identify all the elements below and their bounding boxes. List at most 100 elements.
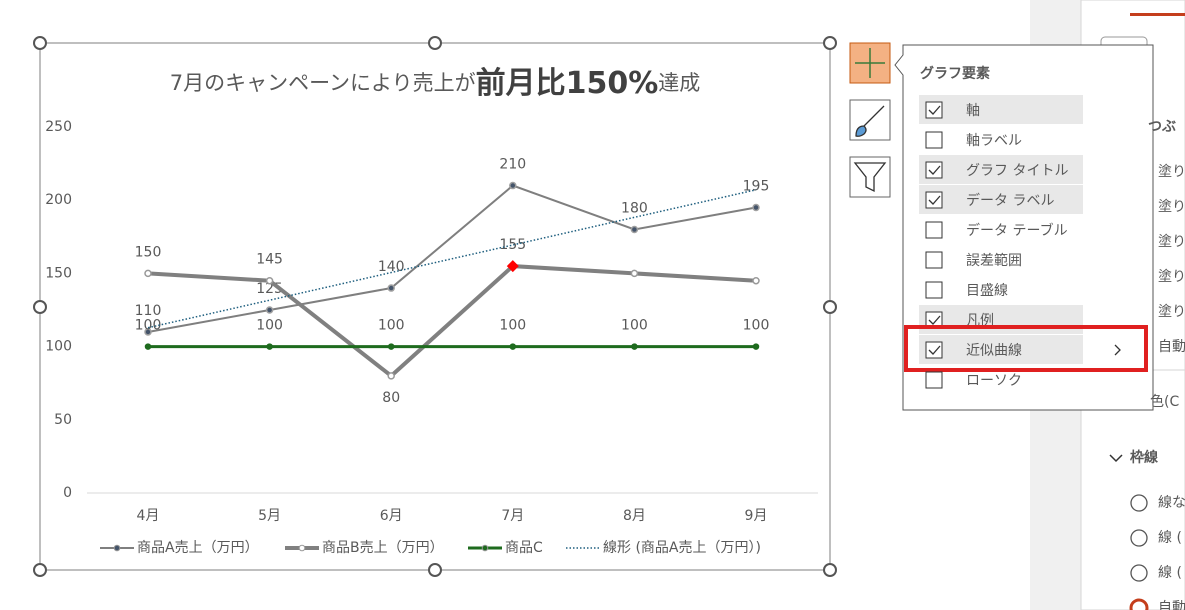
radio[interactable] — [1130, 564, 1148, 582]
resize-handle[interactable] — [33, 300, 47, 314]
y-tick-label: 100 — [45, 339, 72, 355]
radio[interactable] — [1130, 529, 1148, 547]
radio[interactable] — [1129, 598, 1149, 610]
item-highlight — [919, 155, 1083, 184]
radio[interactable] — [1130, 494, 1148, 512]
series-line — [147, 264, 757, 379]
plus-icon — [855, 48, 885, 78]
check — [928, 195, 941, 205]
legend-label[interactable]: 商品A売上（万円） — [137, 540, 259, 556]
resize-handle[interactable] — [428, 563, 442, 577]
submenu-arrow[interactable] — [1114, 344, 1121, 356]
point[interactable] — [387, 372, 395, 380]
brush-icon — [855, 105, 885, 137]
checkbox[interactable] — [925, 251, 943, 269]
y-tick-label: 0 — [63, 485, 72, 501]
point[interactable] — [144, 343, 152, 350]
data-label: 150 — [135, 244, 162, 260]
checkbox[interactable] — [925, 191, 943, 209]
resize-handle[interactable] — [33, 36, 47, 50]
data-label: 110 — [135, 303, 162, 319]
point[interactable] — [265, 276, 274, 285]
fill-heading: つぶ — [1148, 119, 1176, 135]
chart-frame[interactable] — [39, 42, 831, 571]
point[interactable] — [387, 284, 395, 292]
fill-option[interactable]: 塗り — [1158, 233, 1185, 250]
point[interactable] — [144, 328, 152, 336]
check — [928, 105, 941, 115]
data-label: 210 — [499, 157, 526, 173]
point[interactable] — [752, 203, 760, 212]
checkbox[interactable] — [925, 281, 943, 299]
data-label: 100 — [135, 318, 162, 334]
fill-option[interactable]: 塗り — [1158, 198, 1185, 215]
line-option[interactable]: 線 ( — [1158, 530, 1182, 546]
resize-handle[interactable] — [823, 300, 837, 314]
resize-handle[interactable] — [823, 36, 837, 50]
resize-handle[interactable] — [823, 563, 837, 577]
point[interactable] — [387, 343, 395, 350]
fill-option[interactable]: 自動 — [1158, 339, 1185, 355]
checkbox[interactable] — [925, 341, 943, 359]
menu-title: グラフ要素 — [920, 65, 990, 82]
title-part: 7月のキャンペーンにより売上が — [170, 71, 476, 95]
point[interactable] — [144, 269, 152, 278]
point[interactable] — [752, 343, 760, 350]
legend-label[interactable]: 線形 (商品A売上（万円）) — [603, 540, 761, 556]
data-label: 80 — [382, 390, 400, 406]
border-heading[interactable]: 枠線 — [1130, 449, 1158, 466]
checkbox[interactable] — [925, 371, 943, 389]
fill-option[interactable]: 塗り — [1158, 303, 1185, 320]
selection-box — [904, 325, 1148, 372]
point[interactable] — [631, 343, 638, 350]
menu-item[interactable]: 誤差範囲 — [966, 252, 1022, 269]
point[interactable] — [630, 269, 639, 278]
point[interactable] — [266, 343, 273, 350]
title-emphasis: 前月比150% — [476, 66, 659, 101]
menu-item[interactable]: 軸ラベル — [966, 133, 1022, 149]
trendline — [147, 189, 757, 329]
item-highlight — [919, 305, 1083, 334]
checkbox[interactable] — [925, 101, 943, 119]
line-option[interactable]: 自動 — [1158, 600, 1185, 610]
series-line — [147, 184, 757, 333]
point[interactable] — [752, 276, 760, 285]
legend-label[interactable]: 商品C — [505, 540, 543, 556]
menu-item[interactable]: 近似曲線 — [966, 343, 1022, 359]
menu-item[interactable]: データ ラベル — [966, 192, 1054, 209]
panel-tab-indicator — [1130, 13, 1185, 16]
point[interactable] — [630, 225, 639, 234]
y-tick-label: 150 — [45, 265, 72, 281]
menu-item[interactable]: 軸 — [966, 103, 980, 119]
menu-item[interactable]: データ テーブル — [966, 222, 1068, 239]
selected-point[interactable] — [506, 260, 519, 273]
point[interactable] — [509, 343, 517, 350]
line-option[interactable]: 線 ( — [1158, 565, 1182, 581]
color-label[interactable]: 色(C — [1150, 393, 1179, 410]
fill-option[interactable]: 塗り — [1158, 163, 1185, 180]
data-label: 100 — [378, 318, 405, 334]
menu-item[interactable]: 目盛線 — [966, 283, 1008, 299]
filter-button[interactable] — [849, 156, 891, 198]
chevron[interactable] — [1109, 454, 1123, 463]
menu-item[interactable]: ローソク — [966, 373, 1022, 389]
fill-option[interactable]: 塗り — [1158, 268, 1185, 285]
point[interactable] — [265, 306, 274, 314]
filter-icon — [853, 162, 887, 193]
point[interactable] — [509, 181, 517, 190]
legend-label[interactable]: 商品B売上（万円） — [322, 540, 444, 556]
menu-item[interactable]: グラフ タイトル — [966, 163, 1068, 179]
data-label: 155 — [499, 237, 526, 253]
resize-handle[interactable] — [428, 36, 442, 50]
x-tick-label: 8月 — [623, 508, 646, 524]
resize-handle[interactable] — [33, 563, 47, 577]
x-tick-label: 7月 — [501, 508, 524, 524]
checkbox[interactable] — [925, 131, 943, 149]
checkbox[interactable] — [925, 161, 943, 179]
checkbox[interactable] — [925, 221, 943, 239]
line-option[interactable]: 線な — [1158, 495, 1185, 511]
x-tick-label: 9月 — [745, 508, 768, 524]
